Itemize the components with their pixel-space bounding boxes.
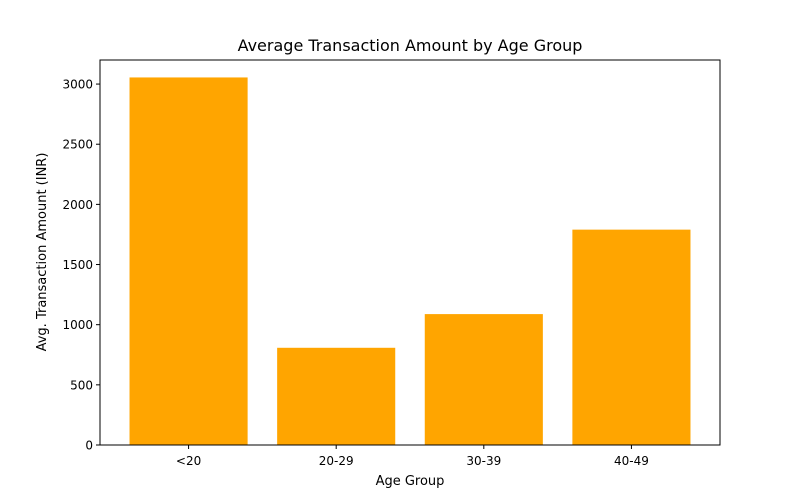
y-tick-label: 0 [85, 439, 93, 453]
y-tick-label: 500 [70, 378, 93, 392]
y-tick-label: 1500 [62, 258, 93, 272]
y-axis-ticks: 0 500 1000 1500 2000 2500 3000 [62, 78, 100, 453]
bar-<20 [129, 77, 248, 445]
y-axis-title: Avg. Transaction Amount (INR) [35, 153, 50, 352]
y-tick-label: 3000 [62, 78, 93, 92]
x-tick-label: 20-29 [319, 454, 354, 468]
plot-area-frame [99, 59, 721, 446]
y-tick-label: 2500 [62, 138, 93, 152]
y-tick-label: 2000 [62, 198, 93, 212]
x-axis-title: Age Group [376, 474, 445, 489]
x-axis-ticks: <20 20-29 30-39 40-49 [176, 445, 649, 468]
bar-40-49 [572, 229, 691, 445]
x-tick-label: 30-39 [466, 454, 501, 468]
bar-20-29 [277, 347, 396, 445]
x-tick-label: <20 [176, 454, 201, 468]
bars-layer [129, 77, 691, 445]
bar-30-39 [424, 314, 543, 445]
x-tick-label: 40-49 [614, 454, 649, 468]
y-tick-label: 1000 [62, 318, 93, 332]
chart-title: Average Transaction Amount by Age Group [238, 36, 583, 55]
